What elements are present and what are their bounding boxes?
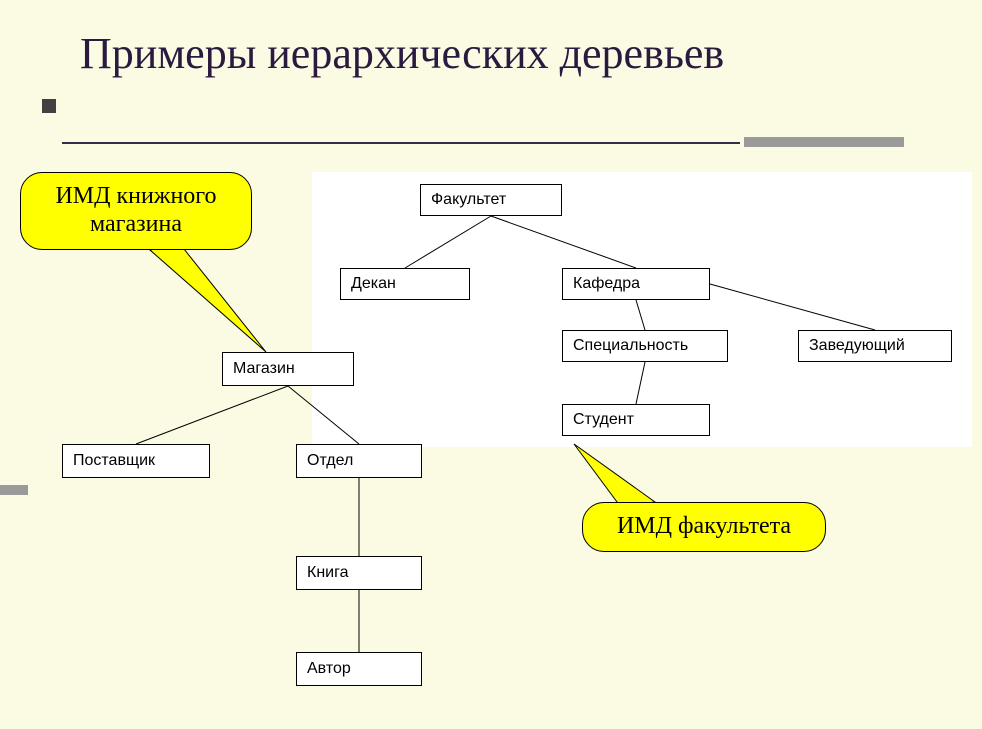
callout-tail: [150, 244, 266, 352]
title-rule: [62, 142, 740, 144]
tree-node: Кафедра: [562, 268, 710, 300]
tree-node: Отдел: [296, 444, 422, 478]
tree-node: Магазин: [222, 352, 354, 386]
tree-edge: [136, 386, 288, 444]
tree-node: Студент: [562, 404, 710, 436]
side-tick: [0, 485, 28, 495]
callout: ИМД факультета: [582, 502, 826, 552]
callout-tail: [574, 444, 655, 506]
tree-node: Книга: [296, 556, 422, 590]
callout: ИМД книжногомагазина: [20, 172, 252, 250]
tree-node: Автор: [296, 652, 422, 686]
slide: Примеры иерархических деревьев Факультет…: [0, 0, 982, 729]
accent-bar: [744, 137, 904, 147]
tree-node: Факультет: [420, 184, 562, 216]
bullet-square: [42, 99, 56, 113]
slide-title: Примеры иерархических деревьев: [80, 28, 942, 79]
tree-node: Заведующий: [798, 330, 952, 362]
tree-node: Декан: [340, 268, 470, 300]
tree-node: Поставщик: [62, 444, 210, 478]
tree-node: Специальность: [562, 330, 728, 362]
